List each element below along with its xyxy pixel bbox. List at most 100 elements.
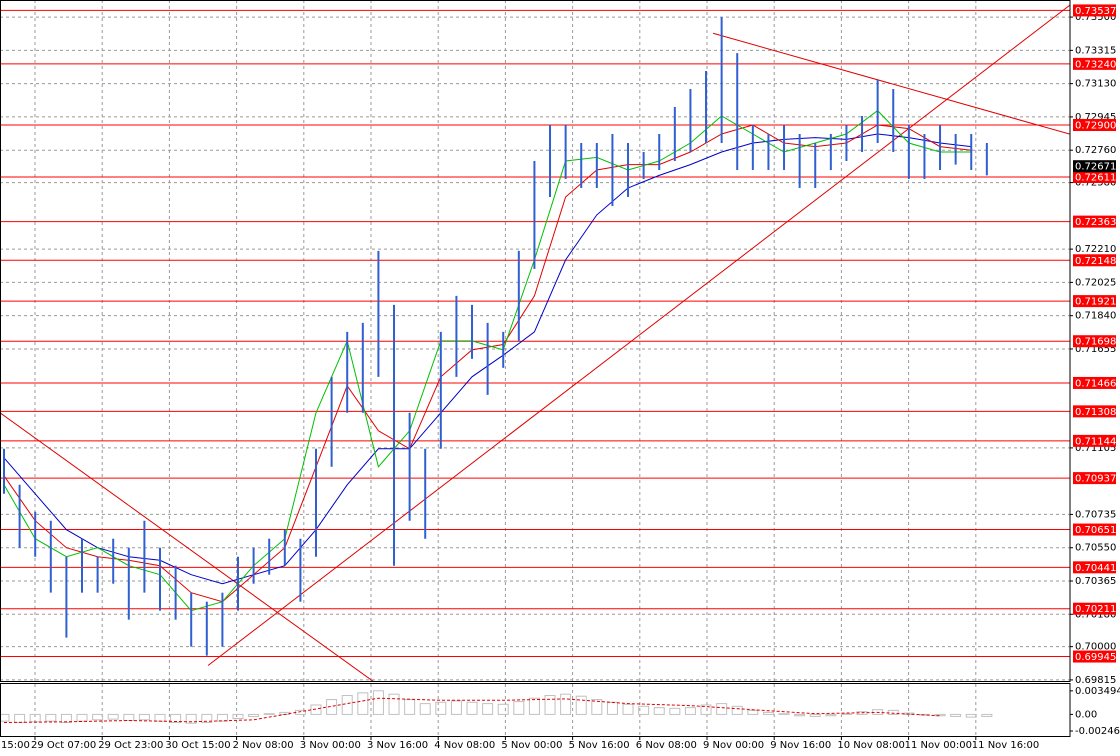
level-label-box <box>1073 650 1116 663</box>
y-tick-label: 0.73500 <box>1075 12 1116 23</box>
x-tick-label: 3 Nov 16:00 <box>367 740 428 751</box>
oscillator-bar <box>201 713 213 724</box>
level-label: 0.72363 <box>1075 217 1116 228</box>
oscillator-bar <box>326 699 338 715</box>
y-tick-label: 0.70365 <box>1075 576 1116 587</box>
oscillator-bar <box>981 713 993 717</box>
x-tick-label: 4 Nov 08:00 <box>434 740 495 751</box>
x-tick-label: 29 Oct 23:00 <box>98 740 163 751</box>
level-label-box <box>1073 335 1116 348</box>
level-label-box <box>1073 4 1116 17</box>
x-tick-label: 11 Nov 00:00 <box>905 740 972 751</box>
current-price-box <box>1073 160 1116 173</box>
oscillator-bar <box>700 704 712 715</box>
main-frame <box>0 0 1071 682</box>
level-label: 0.71144 <box>1075 436 1116 447</box>
oscillator-bar <box>372 690 384 715</box>
oscillator-bar <box>357 692 369 715</box>
x-tick-label: 10 Nov 08:00 <box>837 740 904 751</box>
oscillator-bar <box>544 695 556 715</box>
oscillator-bar <box>232 713 244 719</box>
x-tick-label: 5 Nov 00:00 <box>501 740 562 751</box>
oscillator-bar <box>107 713 119 720</box>
oscillator-bar <box>216 713 228 722</box>
level-label-box <box>1073 405 1116 418</box>
x-tick-label: 9 Nov 00:00 <box>703 740 764 751</box>
level-label-box <box>1073 561 1116 574</box>
oscillator-bar <box>638 705 650 715</box>
y-tick-label: 0.71105 <box>1075 443 1116 454</box>
oscillator-bar <box>263 713 275 715</box>
oscillator-bar <box>684 707 696 715</box>
oscillator-frame <box>0 683 1071 737</box>
level-label: 0.71698 <box>1075 337 1116 348</box>
oscillator-bar <box>716 703 728 715</box>
oscillator-bar <box>747 709 759 715</box>
level-label: 0.73537 <box>1075 6 1116 17</box>
x-tick-label: 15:00 <box>1 740 30 751</box>
oscillator-bar <box>934 713 946 717</box>
y-tick-label: 0.72945 <box>1075 112 1116 123</box>
oscillator-bar <box>92 713 104 721</box>
level-label: 0.70211 <box>1075 604 1116 615</box>
oscillator-bar <box>123 713 135 721</box>
oscillator-bar <box>45 713 57 722</box>
level-label-box <box>1073 602 1116 615</box>
level-label-box <box>1073 295 1116 308</box>
osc-tick-label: 0.003494 <box>1075 686 1120 697</box>
y-tick-label: 0.70180 <box>1075 609 1116 620</box>
y-tick-label: 0.71655 <box>1075 344 1116 355</box>
oscillator-bar <box>388 693 400 715</box>
y-tick-label: 0.69815 <box>1075 675 1116 686</box>
oscillator-bar <box>840 713 852 715</box>
level-label: 0.70937 <box>1075 474 1116 485</box>
level-label-box <box>1073 523 1116 536</box>
oscillator-bar <box>466 701 478 715</box>
oscillator-bar <box>528 697 540 715</box>
level-label: 0.70441 <box>1075 563 1116 574</box>
level-label: 0.71308 <box>1075 407 1116 418</box>
x-tick-label: 2 Nov 08:00 <box>233 740 294 751</box>
oscillator-bar <box>653 707 665 715</box>
axes: 0.73500 0.73315 0.73130 0.72945 0.72760 0.725… <box>1 4 1120 751</box>
oscillator-bar <box>809 713 821 717</box>
y-tick-label: 0.70550 <box>1075 543 1116 554</box>
level-label-box <box>1073 254 1116 267</box>
oscillator-bar <box>450 700 462 715</box>
osc-tick-label: -0.002464 <box>1075 726 1120 737</box>
oscillator-bar <box>575 695 587 715</box>
oscillator-bar <box>887 709 899 715</box>
x-tick-label: 6 Nov 08:00 <box>636 740 697 751</box>
level-label-box <box>1073 215 1116 228</box>
oscillator-bar <box>965 713 977 718</box>
oscillator-plot <box>0 684 993 737</box>
level-label-box <box>1073 119 1116 132</box>
level-label-box <box>1073 170 1116 183</box>
y-tick-label: 0.72580 <box>1075 178 1116 189</box>
level-label-box <box>1073 376 1116 389</box>
trend-line <box>712 32 1070 135</box>
oscillator-bar <box>622 703 634 715</box>
level-label: 0.71921 <box>1075 297 1116 308</box>
x-tick-label: 3 Nov 00:00 <box>300 740 361 751</box>
oscillator-bar <box>341 695 353 715</box>
x-tick-label: 29 Oct 07:00 <box>31 740 96 751</box>
x-tick-label: 11 Nov 16:00 <box>972 740 1039 751</box>
oscillator-bar <box>0 713 10 722</box>
y-tick-label: 0.73130 <box>1075 79 1116 90</box>
y-tick-label: 0.70000 <box>1075 642 1116 653</box>
oscillator-bar <box>248 713 260 717</box>
oscillator-bar <box>60 713 72 724</box>
oscillator-bar <box>560 693 572 715</box>
trend-line <box>207 4 1070 666</box>
x-tick-label: 5 Nov 16:00 <box>569 740 630 751</box>
oscillator-bar <box>170 713 182 724</box>
y-tick-label: 0.72760 <box>1075 145 1116 156</box>
oscillator-bar <box>138 713 150 721</box>
x-tick-label: 30 Oct 15:00 <box>165 740 230 751</box>
oscillator-bar <box>419 703 431 715</box>
oscillator-bar <box>825 713 837 717</box>
level-label-box <box>1073 472 1116 485</box>
